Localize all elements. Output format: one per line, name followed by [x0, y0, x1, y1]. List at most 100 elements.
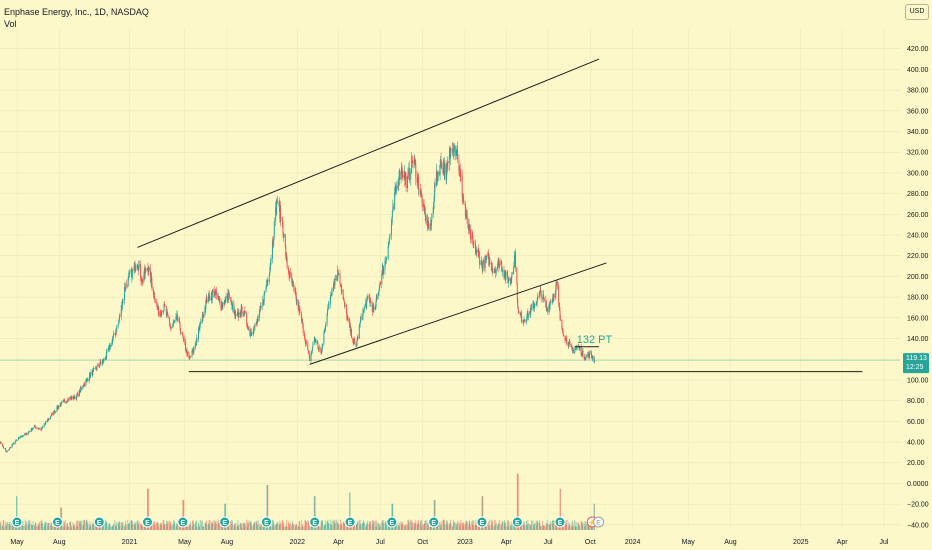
candle-body: [140, 277, 142, 281]
volume-bar: [540, 526, 542, 530]
volume-bar: [292, 521, 294, 530]
candle-body: [152, 289, 154, 295]
volume-bar: [240, 523, 242, 530]
volume-bar: [582, 524, 584, 530]
earnings-marker-letter: E: [348, 520, 353, 527]
candle-body: [242, 314, 244, 316]
volume-indicator-label[interactable]: Vol: [4, 19, 17, 29]
volume-bar: [279, 520, 281, 530]
candle-body: [450, 148, 452, 158]
candle-body: [264, 292, 266, 294]
volume-bar: [407, 525, 409, 530]
candle-body: [411, 155, 413, 173]
candle-body: [414, 158, 416, 163]
volume-bar: [98, 525, 100, 530]
price-axis[interactable]: 420.00400.00380.00360.00340.00320.00300.…: [907, 46, 929, 529]
candle-body: [404, 172, 406, 181]
volume-bar: [418, 524, 420, 530]
volume-bar: [346, 523, 348, 530]
candle-body: [112, 333, 114, 337]
candle-body: [308, 350, 310, 353]
volume-bar: [0, 526, 1, 530]
volume-bar: [420, 526, 422, 530]
candle-body: [356, 336, 358, 341]
candle-body: [566, 342, 568, 345]
candle-body: [542, 294, 544, 299]
candle-body: [378, 289, 380, 293]
volume-bar: [64, 525, 66, 530]
volume-bar: [424, 520, 426, 530]
volume-bar: [109, 524, 111, 530]
candle-body: [295, 296, 297, 302]
volume-bar: [197, 522, 199, 530]
volume-bar: [443, 520, 445, 530]
earnings-marker-circle: [177, 516, 189, 528]
volume-bar: [73, 524, 75, 530]
volume-bar: [523, 522, 525, 530]
volume-bar: [34, 522, 36, 530]
volume-bar: [9, 521, 11, 530]
candle-body: [64, 402, 66, 403]
volume-bar: [340, 522, 342, 530]
volume-bar: [199, 526, 201, 530]
volume-bar: [418, 520, 420, 530]
volume-bar: [288, 523, 290, 530]
volume-bar: [215, 520, 217, 530]
volume-bar: [516, 473, 518, 530]
earnings-marker-circle: [11, 516, 23, 528]
volume-bar: [3, 526, 5, 530]
volume-bar: [264, 525, 266, 530]
candle-body: [569, 343, 571, 346]
volume-bar: [481, 496, 483, 530]
candle-body: [45, 421, 47, 423]
candle-body: [519, 311, 521, 314]
volume-bar: [330, 524, 332, 530]
candle-body: [379, 282, 381, 285]
volume-bar: [421, 520, 423, 530]
candle-body: [154, 301, 156, 303]
volume-bar: [587, 523, 589, 530]
candle-body: [221, 303, 223, 310]
trendlines[interactable]: [137, 58, 863, 373]
volume-bar: [440, 526, 442, 530]
volume-bar: [189, 526, 191, 530]
volume-bar: [278, 523, 280, 530]
candle-body: [169, 326, 171, 328]
candle-body: [474, 243, 476, 254]
volume-bar: [262, 524, 264, 530]
volume-bar: [259, 526, 261, 530]
candle-body: [151, 276, 153, 284]
earnings-marker-letter: E: [181, 520, 186, 527]
volume-bar: [503, 521, 505, 530]
candle-body: [350, 329, 352, 338]
volume-bar: [135, 521, 137, 530]
volume-bar: [240, 523, 242, 530]
volume-bar: [63, 521, 65, 530]
volume-bar: [427, 526, 429, 530]
candle-body: [307, 350, 309, 351]
candle-body: [551, 302, 553, 303]
volume-bar: [576, 526, 578, 530]
candle-body: [344, 301, 346, 307]
volume-bar: [459, 526, 461, 530]
candle-body: [64, 400, 66, 403]
volume-bar: [289, 524, 291, 530]
currency-button[interactable]: USD: [905, 4, 929, 20]
candle-body: [593, 356, 595, 363]
volume-bar: [198, 526, 200, 530]
candle-body: [93, 368, 95, 370]
earnings-markers[interactable]: E E E E E E E E E E E E E E ⚡ E: [11, 516, 605, 528]
candle-body: [178, 319, 180, 322]
time-axis[interactable]: May Aug 2021 May Aug 2022 Apr Jul Oct 2023 Apr Jul O…: [10, 539, 888, 546]
candle-body: [558, 286, 560, 303]
volume-bar: [122, 526, 124, 530]
volume-bar: [497, 526, 499, 530]
price-tick-label: 260.00: [907, 212, 929, 219]
earnings-marker-letter: E: [222, 520, 227, 527]
volume-bar: [513, 523, 515, 530]
volume-bar: [206, 520, 208, 530]
candle-body: [329, 297, 331, 305]
volume-bar: [565, 520, 567, 530]
